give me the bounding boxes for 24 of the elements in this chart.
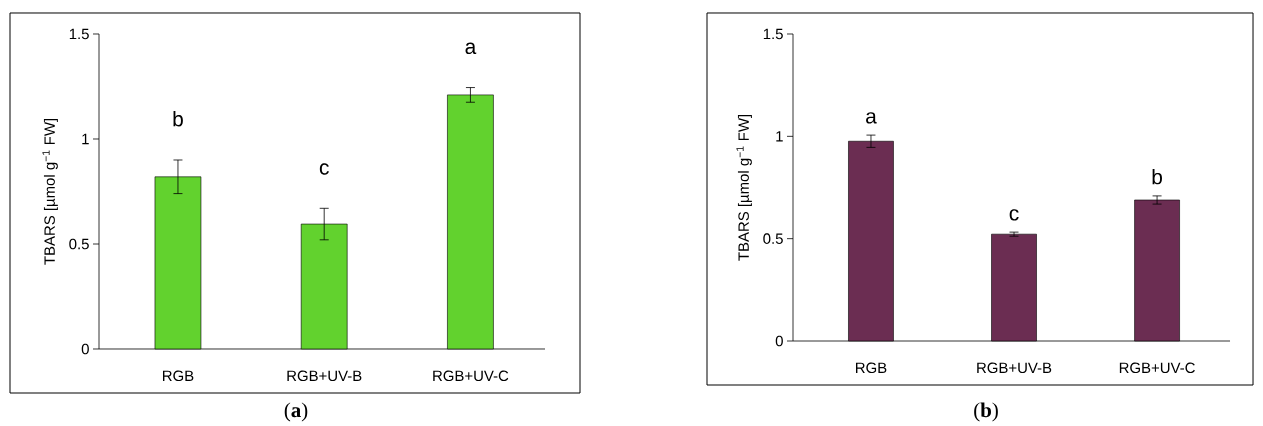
- y-tick-label: 1: [82, 133, 89, 145]
- y-axis-title: TBARS [µmol g$^{−1}$ FW]: [42, 118, 58, 265]
- y-axis-title: TBARS [µmol g$^{−1}$ FW]: [736, 114, 752, 261]
- annotation: b: [173, 111, 183, 127]
- y-tick-label: 1: [776, 131, 783, 142]
- annotation: a: [866, 112, 877, 124]
- x-tick-label: RGB: [162, 370, 194, 382]
- y-tick-label: 0: [81, 343, 89, 355]
- x-tick-label: RGB+UV-C: [433, 370, 509, 382]
- y-tick-label: 0: [775, 335, 783, 347]
- x-tick-label: RGB+UV-C: [1119, 362, 1195, 374]
- text: (b): [974, 402, 998, 422]
- text: (a): [284, 402, 308, 422]
- x-tick-label: RGB+UV-B: [977, 362, 1052, 374]
- y-tick-label: 1.5: [69, 28, 89, 40]
- annotation: c: [1009, 209, 1019, 221]
- x-tick-label: RGB+UV-B: [287, 370, 362, 382]
- x-tick-label: RGB: [856, 362, 887, 374]
- annotation: b: [1152, 169, 1162, 185]
- annotation: c: [319, 163, 329, 175]
- y-tick-label: 1.5: [763, 28, 783, 40]
- y-tick-label: 0.5: [763, 233, 783, 244]
- annotation: a: [465, 42, 477, 55]
- y-tick-label: 0.5: [69, 238, 89, 250]
